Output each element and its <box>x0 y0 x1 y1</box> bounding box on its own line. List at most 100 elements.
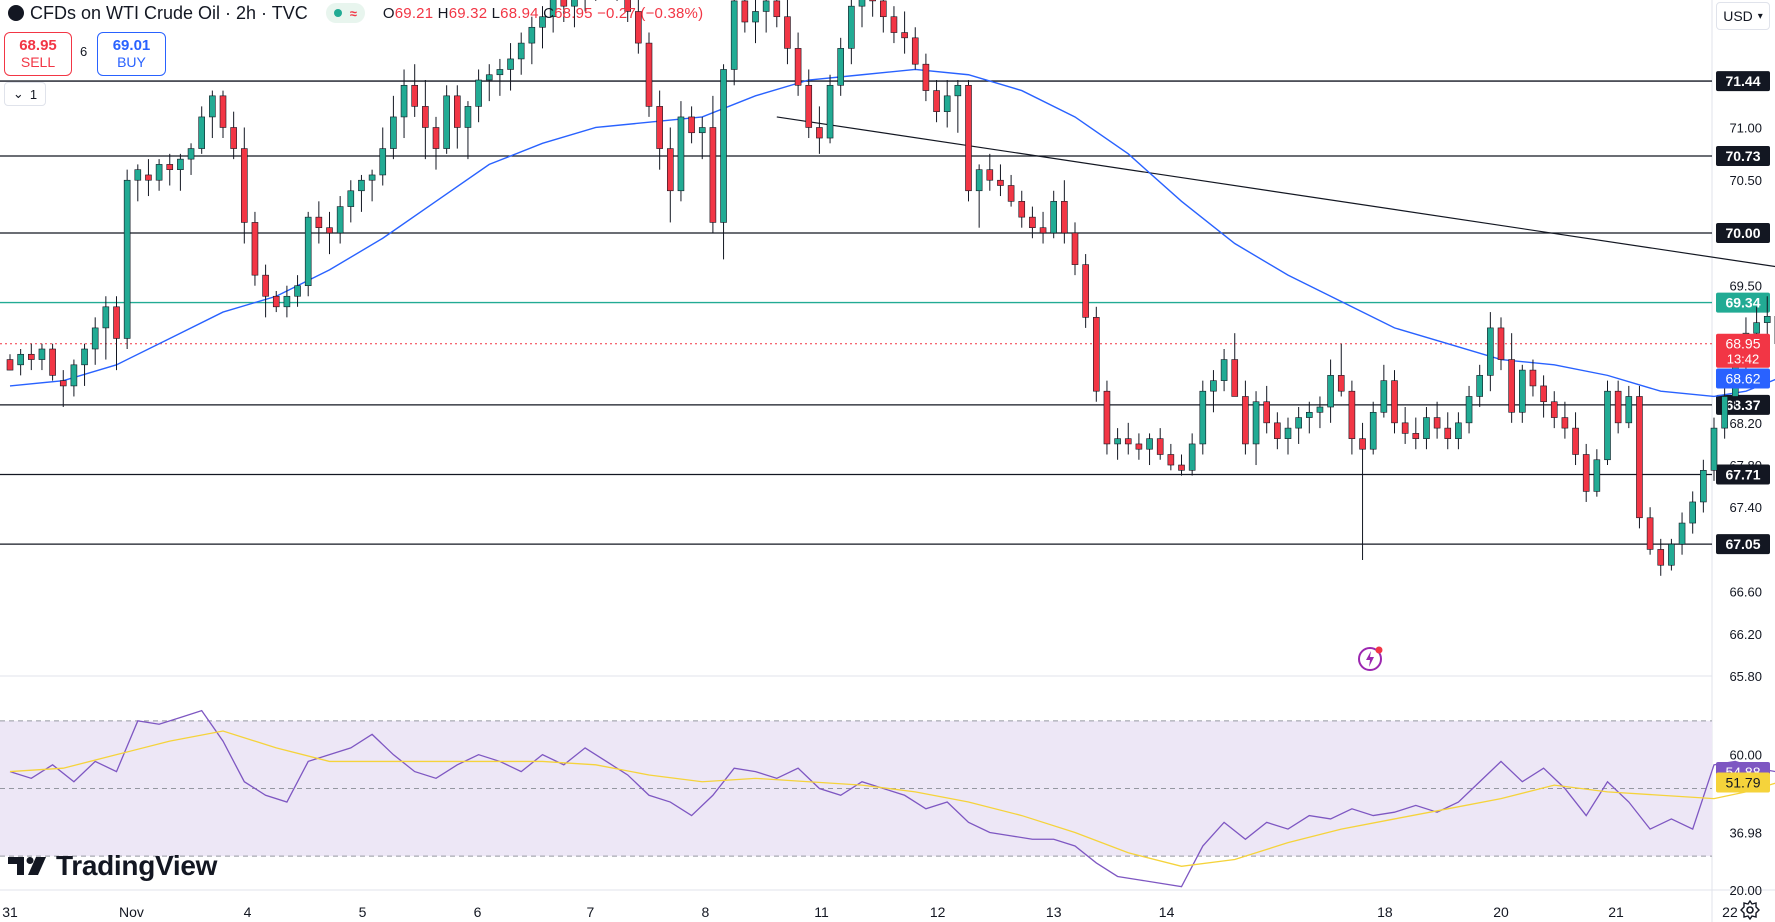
trend-line[interactable] <box>776 116 1775 360</box>
candle-body[interactable] <box>347 190 355 207</box>
candle-body[interactable] <box>102 306 110 329</box>
candle-body[interactable] <box>91 327 99 350</box>
candle-body[interactable] <box>123 179 131 339</box>
market-status-pill[interactable]: ≈ <box>325 3 365 23</box>
candle-body[interactable] <box>890 16 898 33</box>
candle-body[interactable] <box>1721 396 1728 429</box>
candle-body[interactable] <box>358 179 365 192</box>
symbol-title[interactable]: CFDs on WTI Crude Oil · 2h · TVC <box>30 2 308 23</box>
candle-body[interactable] <box>858 0 866 7</box>
candle-body[interactable] <box>1061 201 1068 234</box>
candle-body[interactable] <box>1604 390 1611 461</box>
candle-body[interactable] <box>230 127 237 149</box>
candle-body[interactable] <box>379 148 387 176</box>
candle-body[interactable] <box>187 148 195 160</box>
candle-body[interactable] <box>1210 380 1217 392</box>
candle-body[interactable] <box>1337 375 1345 392</box>
candle-body[interactable] <box>315 216 323 228</box>
candle-body[interactable] <box>496 69 504 76</box>
candle-body[interactable] <box>6 359 14 371</box>
candle-body[interactable] <box>879 0 887 18</box>
candle-body[interactable] <box>262 274 269 297</box>
candle-body[interactable] <box>1316 406 1324 413</box>
candle-body[interactable] <box>1614 390 1622 424</box>
candle-body[interactable] <box>1029 216 1036 228</box>
candle-body[interactable] <box>1561 417 1569 429</box>
candle-body[interactable] <box>805 84 813 128</box>
candle-body[interactable] <box>1668 543 1675 566</box>
candle-body[interactable] <box>38 348 46 360</box>
candle-body[interactable] <box>1114 438 1121 445</box>
candle-body[interactable] <box>1689 501 1696 524</box>
candle-body[interactable] <box>762 0 770 12</box>
candle-body[interactable] <box>475 79 482 107</box>
candle-body[interactable] <box>70 364 78 387</box>
candle-body[interactable] <box>1327 375 1334 408</box>
candle-body[interactable] <box>1007 185 1015 202</box>
candle-body[interactable] <box>1455 422 1462 439</box>
candle-body[interactable] <box>848 5 855 49</box>
candle-body[interactable] <box>741 0 749 23</box>
candle-body[interactable] <box>794 48 802 86</box>
candle-body[interactable] <box>901 32 908 39</box>
candle-body[interactable] <box>272 295 280 308</box>
candle-body[interactable] <box>773 0 781 18</box>
candle-body[interactable] <box>1093 317 1100 392</box>
candle-body[interactable] <box>528 26 536 44</box>
candle-body[interactable] <box>1306 411 1313 418</box>
candle-body[interactable] <box>986 169 994 181</box>
candle-body[interactable] <box>1763 315 1771 323</box>
candle-body[interactable] <box>954 84 962 97</box>
candle-body[interactable] <box>1625 396 1633 424</box>
candle-body[interactable] <box>485 74 493 81</box>
candle-body[interactable] <box>1636 396 1643 519</box>
candle-body[interactable] <box>1423 417 1430 439</box>
candle-body[interactable] <box>709 127 717 223</box>
candle-body[interactable] <box>1433 417 1441 429</box>
candle-body[interactable] <box>826 84 834 139</box>
candle-body[interactable] <box>1519 369 1526 413</box>
candle-body[interactable] <box>400 84 408 118</box>
candle-body[interactable] <box>975 169 983 192</box>
candle-body[interactable] <box>1071 232 1079 265</box>
candle-body[interactable] <box>411 84 419 107</box>
candle-body[interactable] <box>304 216 312 287</box>
candle-body[interactable] <box>198 116 205 149</box>
candle-body[interactable] <box>1359 438 1366 450</box>
candle-body[interactable] <box>677 116 685 192</box>
candle-body[interactable] <box>720 69 727 223</box>
candle-body[interactable] <box>1167 454 1175 466</box>
candle-body[interactable] <box>666 148 674 192</box>
candle-body[interactable] <box>1529 369 1537 387</box>
candle-body[interactable] <box>241 148 248 223</box>
candle-body[interactable] <box>1465 396 1473 424</box>
candle-body[interactable] <box>1657 549 1665 566</box>
buy-button[interactable]: 69.01 BUY <box>97 32 166 76</box>
candle-body[interactable] <box>1263 401 1270 424</box>
candle-body[interactable] <box>453 95 461 128</box>
candle-body[interactable] <box>443 95 450 149</box>
candle-body[interactable] <box>177 158 184 170</box>
candle-body[interactable] <box>155 164 163 181</box>
candle-body[interactable] <box>784 16 791 49</box>
candle-body[interactable] <box>571 0 578 7</box>
candle-body[interactable] <box>1380 380 1388 413</box>
candle-body[interactable] <box>911 37 919 65</box>
candle-body[interactable] <box>1231 359 1239 397</box>
candle-body[interactable] <box>81 348 88 366</box>
candle-body[interactable] <box>1082 264 1089 318</box>
candle-body[interactable] <box>549 0 557 18</box>
candle-body[interactable] <box>517 42 525 60</box>
candle-body[interactable] <box>933 90 940 112</box>
candle-body[interactable] <box>1391 380 1398 424</box>
candle-body[interactable] <box>1593 459 1601 492</box>
flash-alert-icon[interactable] <box>1357 644 1385 672</box>
currency-selector[interactable]: USD ▾ <box>1716 2 1770 30</box>
candle-body[interactable] <box>209 95 216 118</box>
candle-body[interactable] <box>283 295 291 308</box>
candle-body[interactable] <box>1753 322 1760 334</box>
candle-body[interactable] <box>1124 438 1132 445</box>
candle-body[interactable] <box>1178 464 1185 471</box>
candle-body[interactable] <box>943 95 951 112</box>
